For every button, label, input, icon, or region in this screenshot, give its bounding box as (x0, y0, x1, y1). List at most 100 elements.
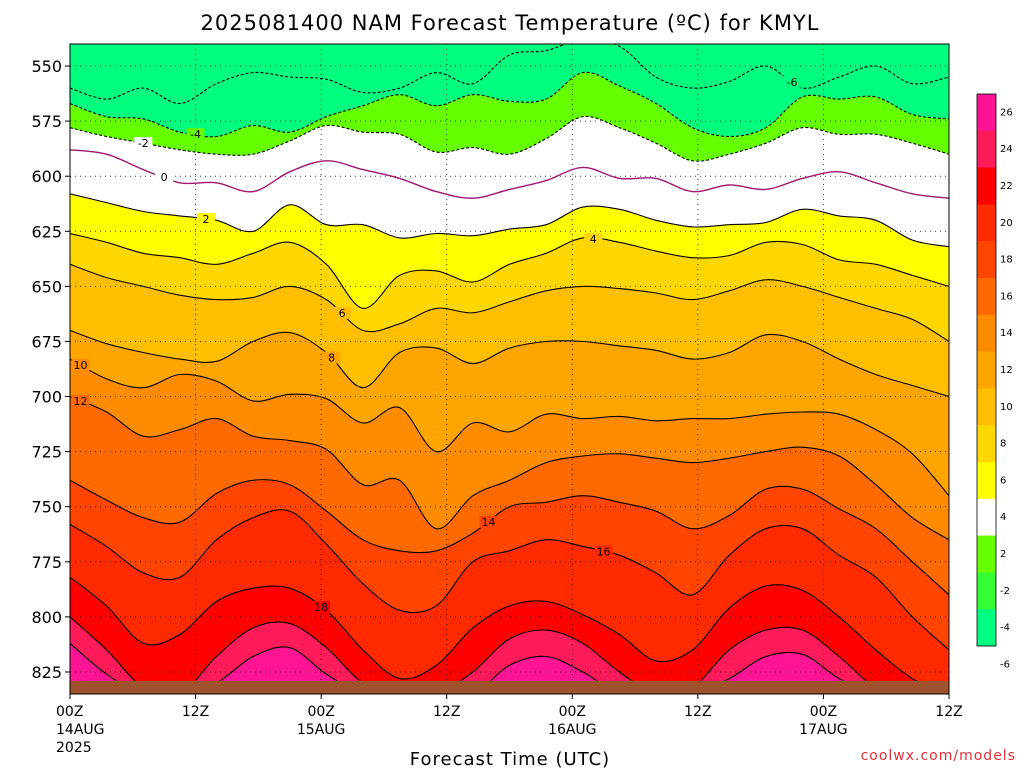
colorbar-segment-6 (977, 314, 996, 353)
x-tick-label-72-1: 00Z (810, 704, 837, 720)
y-tick-label-700: 700 (31, 388, 62, 407)
colorbar-segment-14 (977, 609, 996, 647)
x-axis: 00Z 14AUG 2025 12Z 00Z 15AUG 12Z 00Z 16AUG 12Z 00Z… (56, 694, 963, 756)
isotherm--4 (70, 71, 949, 138)
isotherm-label-bg--4 (186, 128, 205, 141)
isotherm-label-0: 0 (161, 171, 168, 184)
colorbar-label-0: 26 (1000, 107, 1013, 118)
x-tick-label-36-1: 12Z (433, 704, 460, 720)
isotherm-label-2: 2 (203, 213, 210, 226)
colorbar-segment-9 (977, 425, 996, 463)
colorbar-label-7: 12 (1000, 365, 1013, 376)
isotherm-label-bg-12 (71, 394, 90, 407)
colorbar-label-15: -6 (1000, 659, 1010, 670)
x-tick-label-60-1: 12Z (684, 704, 711, 720)
chart-title: 2025081400 NAM Forecast Temperature (ºC)… (201, 11, 820, 35)
colorbar-segment-5 (977, 278, 996, 316)
colorbar-segment-10 (977, 462, 996, 500)
isotherm-16 (70, 509, 949, 651)
colorbar-segment-0 (977, 94, 996, 132)
isotherm-label-18: 18 (314, 601, 328, 614)
y-tick-label-825: 825 (31, 663, 62, 682)
y-tick-label-725: 725 (31, 443, 62, 462)
colorbar-label-8: 10 (1000, 402, 1013, 413)
ground-band (70, 681, 949, 694)
colorbar-segment-3 (977, 204, 996, 242)
isotherm-label-bg-4 (584, 233, 603, 246)
isotherm-label-6: 6 (339, 307, 346, 320)
colorbar-segment-1 (977, 130, 996, 169)
x-tick-label-0-3: 2025 (56, 740, 92, 756)
x-tick-label-48-2: 16AUG (548, 722, 597, 738)
isotherm-label--4: -4 (190, 128, 201, 141)
isotherm-label-16: 16 (597, 545, 611, 558)
x-axis-label: Forecast Time (UTC) (410, 749, 610, 768)
colorbar-segment-8 (977, 388, 996, 426)
x-tick-label-24-1: 00Z (307, 704, 334, 720)
colorbar-segment-13 (977, 572, 996, 610)
isotherm-label-bg-0 (155, 171, 174, 184)
isotherm--2 (70, 115, 949, 162)
colorbar-segment-2 (977, 167, 996, 205)
isotherm-label-12: 12 (73, 395, 87, 408)
y-tick-label-600: 600 (31, 167, 62, 186)
isotherm-6 (70, 263, 949, 342)
isotherm-label-10: 10 (73, 359, 87, 372)
colorbar-label-3: 20 (1000, 218, 1013, 229)
colorbar: 26 24 22 20 18 16 14 12 10 8 6 4 2 -2 -4 -6 (976, 93, 1013, 670)
x-tick-label-72-2: 17AUG (799, 722, 848, 738)
colorbar-segment-4 (977, 241, 996, 279)
colorbar-label-1: 24 (1000, 144, 1013, 155)
colorbar-label-9: 8 (1000, 439, 1006, 450)
colorbar-segment-12 (977, 535, 996, 573)
isotherm-label-bg-18 (312, 601, 331, 614)
isotherm-label-bg-16 (594, 545, 613, 558)
colorbar-frame (976, 93, 997, 647)
colorbar-label-6: 14 (1000, 328, 1013, 339)
isotherm-2 (70, 193, 949, 248)
isotherm-labels: -6 -4 -2 0 2 4 6 8 10 12 14 16 18 (71, 75, 802, 614)
isotherm-label-8: 8 (328, 352, 335, 365)
isotherm-10 (70, 358, 949, 497)
isotherm-18 (70, 576, 949, 694)
x-tick-label-24-2: 15AUG (297, 722, 346, 738)
y-tick-label-650: 650 (31, 277, 62, 296)
isotherm-20 (70, 616, 949, 694)
x-tick-label-84-1: 12Z (935, 704, 962, 720)
y-tick-label-625: 625 (31, 222, 62, 241)
y-tick-label-800: 800 (31, 608, 62, 627)
colorbar-segment-7 (977, 351, 996, 389)
isotherm-label-4: 4 (590, 233, 597, 246)
isotherm-4 (70, 232, 949, 309)
grid (70, 44, 949, 694)
x-tick-label-0-1: 00Z (56, 704, 83, 720)
y-tick-label-675: 675 (31, 332, 62, 351)
isotherm-8 (70, 329, 949, 398)
y-tick-label-775: 775 (31, 553, 62, 572)
isotherm-label-bg-8 (322, 351, 341, 364)
colorbar-label-2: 22 (1000, 181, 1013, 192)
isotherm-label-bg--2 (134, 137, 153, 150)
colorbar-label-11: 4 (1000, 512, 1006, 523)
credit-text: coolwx.com/models (861, 748, 1016, 764)
y-tick-label-575: 575 (31, 112, 62, 131)
colorbar-label-14: -4 (1000, 623, 1010, 634)
plot-frame (69, 43, 950, 695)
isotherm-14 (70, 479, 949, 596)
isotherm-0 (70, 149, 949, 199)
isotherm-label-bg-10 (71, 358, 90, 371)
y-tick-label-750: 750 (31, 498, 62, 517)
isotherm-label-14: 14 (482, 516, 496, 529)
colorbar-label-10: 6 (1000, 475, 1006, 486)
colorbar-segment-11 (977, 498, 996, 537)
isotherm-label--6: -6 (787, 76, 798, 89)
y-tick-label-550: 550 (31, 57, 62, 76)
isotherm-label-bg-6 (333, 306, 352, 319)
temperature-bands (70, 44, 949, 694)
x-tick-label-12-1: 12Z (182, 704, 209, 720)
colorbar-label-12: 2 (1000, 549, 1006, 560)
x-tick-label-0-2: 14AUG (56, 722, 105, 738)
isotherm-label-bg--6 (783, 75, 802, 88)
isotherm-label--2: -2 (138, 137, 149, 150)
